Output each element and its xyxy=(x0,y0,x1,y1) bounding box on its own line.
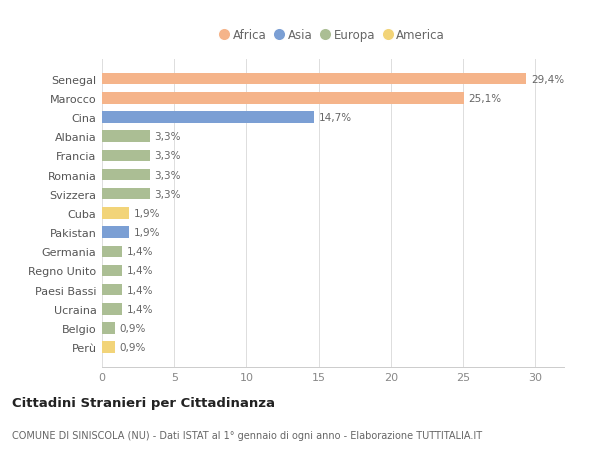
Bar xyxy=(102,284,122,296)
Text: 1,4%: 1,4% xyxy=(127,304,153,314)
Bar xyxy=(102,169,149,181)
Bar xyxy=(102,112,314,123)
Text: 3,3%: 3,3% xyxy=(154,132,181,142)
Bar xyxy=(102,207,130,219)
Text: 1,9%: 1,9% xyxy=(134,228,160,238)
Legend: Africa, Asia, Europa, America: Africa, Asia, Europa, America xyxy=(217,26,449,45)
Text: 25,1%: 25,1% xyxy=(469,94,502,104)
Bar xyxy=(102,73,526,85)
Text: 3,3%: 3,3% xyxy=(154,189,181,199)
Bar xyxy=(102,342,115,353)
Bar xyxy=(102,189,149,200)
Bar xyxy=(102,323,115,334)
Bar xyxy=(102,265,122,277)
Text: 29,4%: 29,4% xyxy=(531,74,564,84)
Text: 1,9%: 1,9% xyxy=(134,208,160,218)
Bar xyxy=(102,131,149,143)
Text: 1,4%: 1,4% xyxy=(127,285,153,295)
Text: 3,3%: 3,3% xyxy=(154,170,181,180)
Text: Cittadini Stranieri per Cittadinanza: Cittadini Stranieri per Cittadinanza xyxy=(12,396,275,409)
Text: 3,3%: 3,3% xyxy=(154,151,181,161)
Text: 1,4%: 1,4% xyxy=(127,247,153,257)
Text: 0,9%: 0,9% xyxy=(119,323,146,333)
Bar xyxy=(102,246,122,257)
Bar xyxy=(102,303,122,315)
Bar xyxy=(102,93,464,104)
Bar xyxy=(102,227,130,238)
Text: 0,9%: 0,9% xyxy=(119,342,146,353)
Text: 14,7%: 14,7% xyxy=(319,113,352,123)
Bar xyxy=(102,150,149,162)
Text: COMUNE DI SINISCOLA (NU) - Dati ISTAT al 1° gennaio di ogni anno - Elaborazione : COMUNE DI SINISCOLA (NU) - Dati ISTAT al… xyxy=(12,431,482,440)
Text: 1,4%: 1,4% xyxy=(127,266,153,276)
